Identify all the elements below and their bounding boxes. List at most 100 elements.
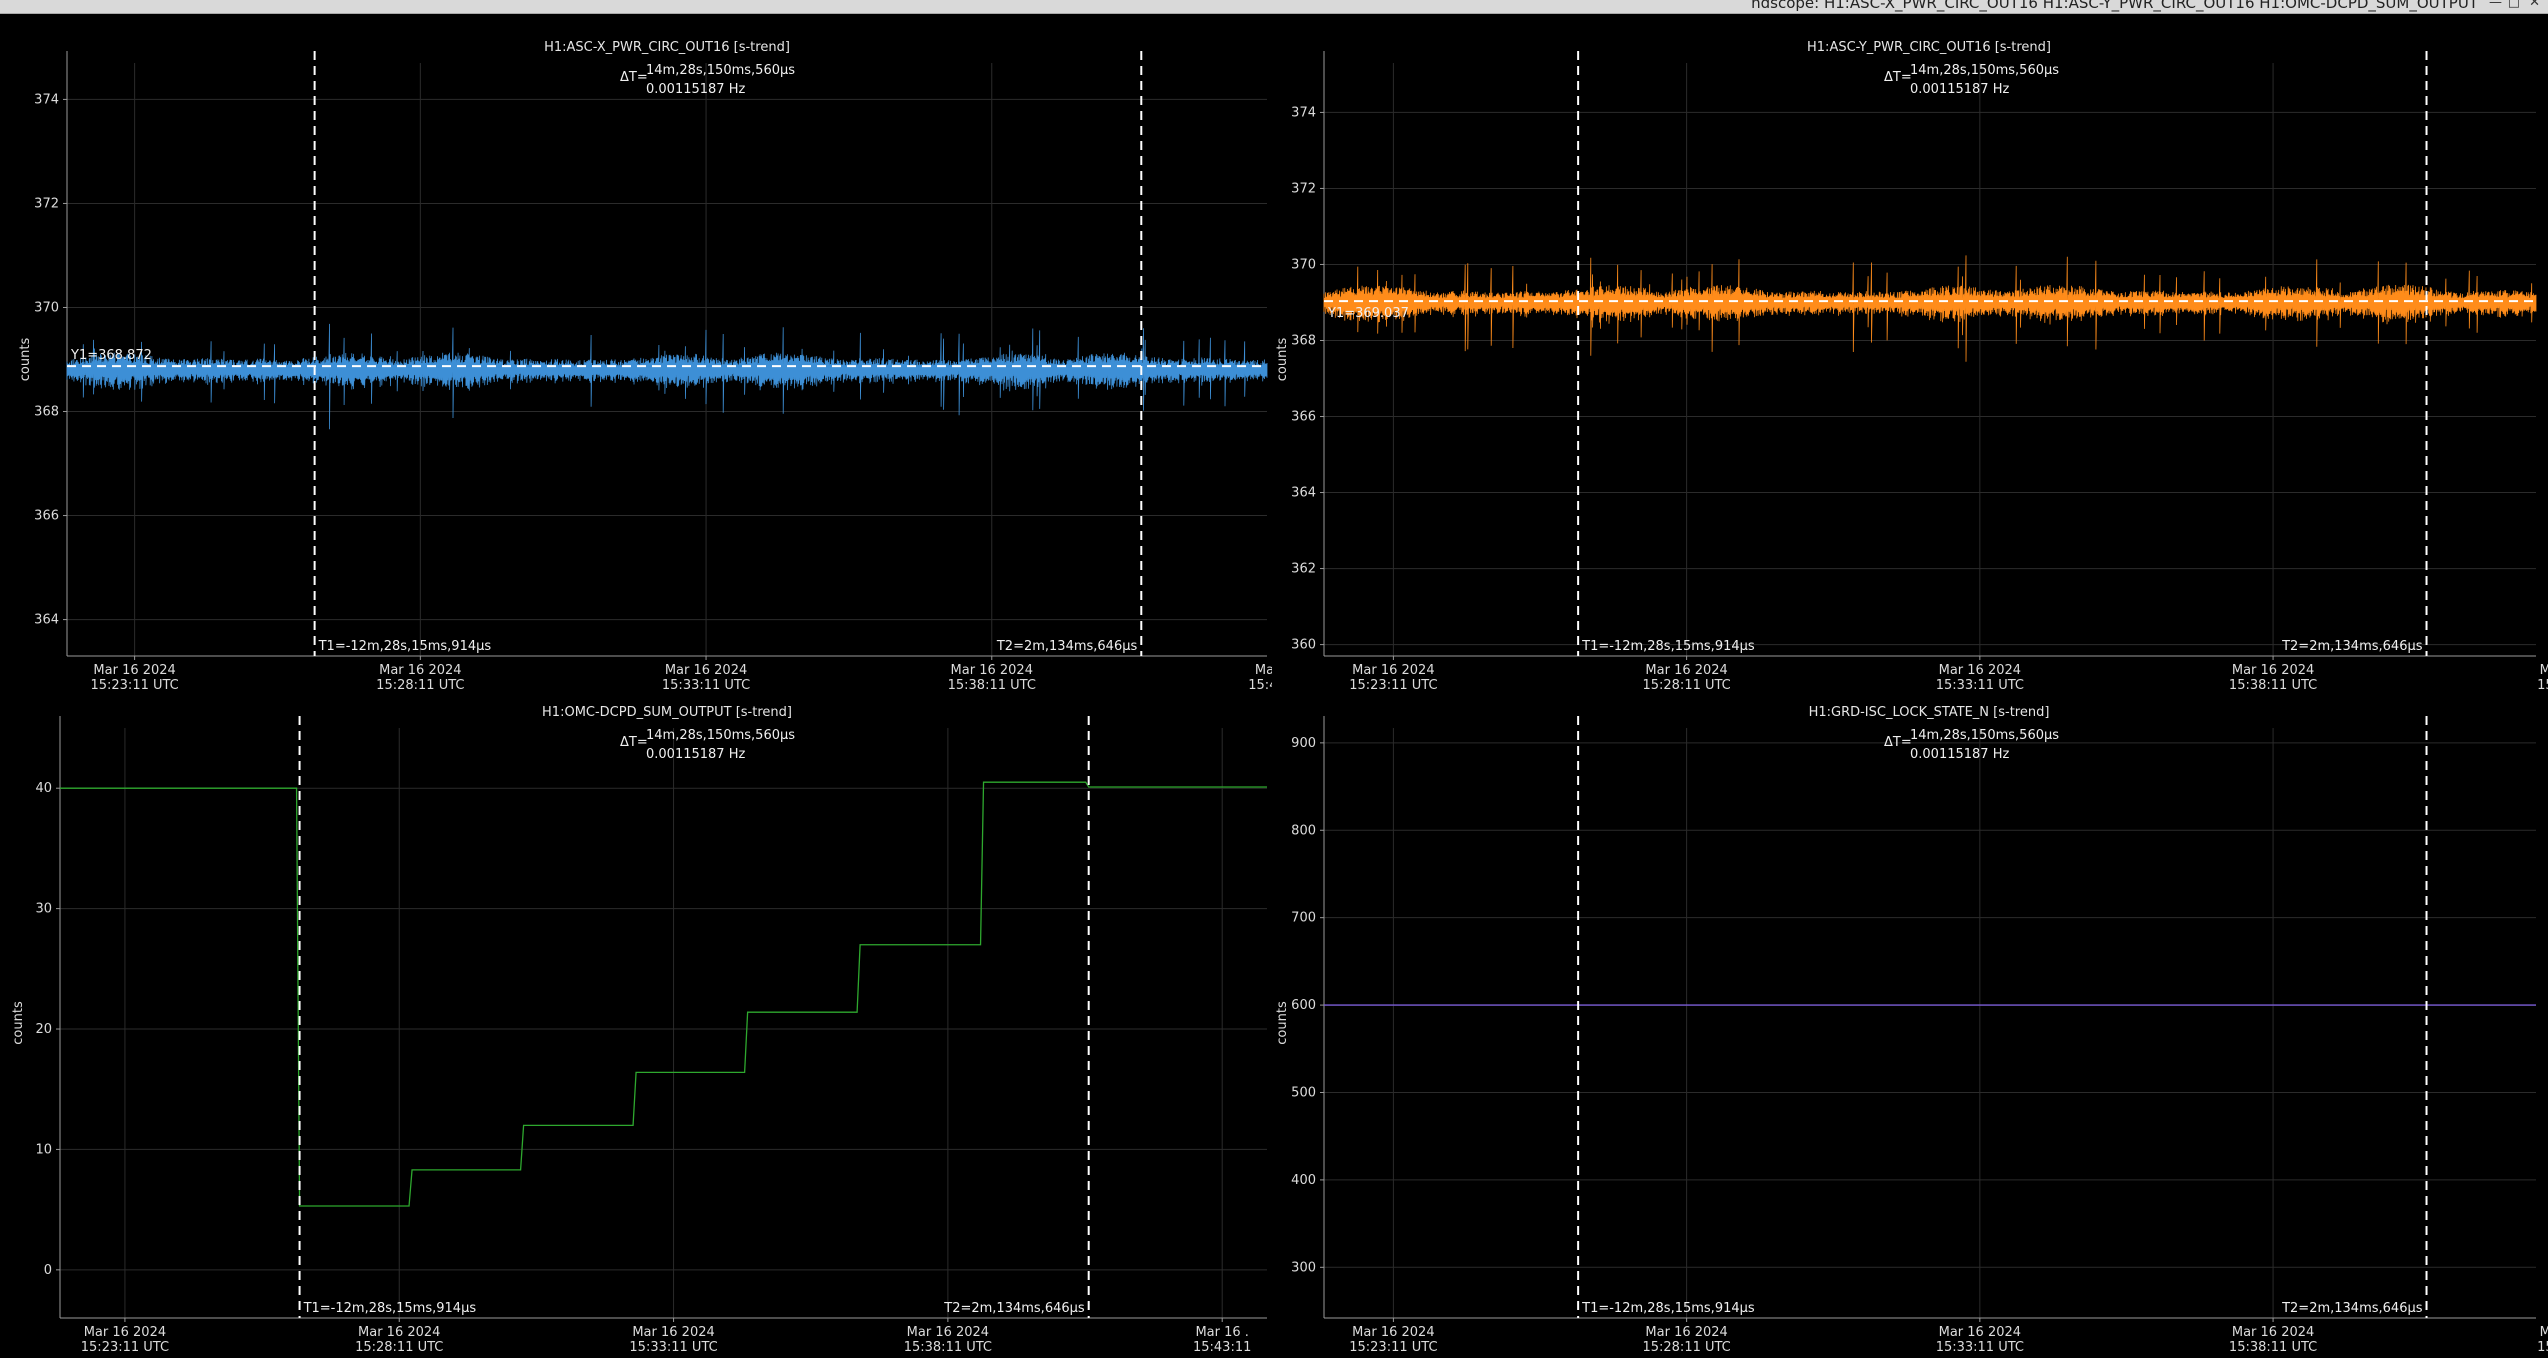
delta-t-value: 14m,28s,150ms,560µs xyxy=(1910,63,2059,78)
y-tick-label: 370 xyxy=(1291,257,1316,272)
x-tick-label-time: 15:43:11 xyxy=(1248,678,1272,693)
x-tick-label-time: 15:38:11 UTC xyxy=(2229,1340,2317,1355)
y-tick-label: 364 xyxy=(34,613,59,628)
plot-title: H1:ASC-X_PWR_CIRC_OUT16 [s-trend] xyxy=(544,40,790,55)
close-icon[interactable]: ✕ xyxy=(2529,0,2540,10)
plot-title: H1:OMC-DCPD_SUM_OUTPUT [s-trend] xyxy=(542,705,792,720)
delta-t-frequency: 0.00115187 Hz xyxy=(646,747,745,762)
series-line-0 xyxy=(1323,255,2537,362)
cursor-t1-label: T1=-12m,28s,15ms,914µs xyxy=(1581,1301,1755,1316)
x-tick-label-time: 15:33:11 UTC xyxy=(1936,1340,2024,1355)
y-tick-label: 372 xyxy=(1291,181,1316,196)
x-tick-label-date: Mar 16 2024 xyxy=(1939,663,2021,678)
delta-t-symbol: ΔT= xyxy=(620,735,648,750)
minimize-icon[interactable]: — xyxy=(2489,0,2502,10)
maximize-icon[interactable]: □ xyxy=(2507,0,2520,10)
y-tick-label: 900 xyxy=(1291,736,1316,751)
plot-asc-x-pwr-circ[interactable]: H1:ASC-X_PWR_CIRC_OUT16 [s-trend] counts 3… xyxy=(0,14,1272,694)
x-tick-label-time: 15:33:11 UTC xyxy=(662,678,750,693)
plot-title: H1:ASC-Y_PWR_CIRC_OUT16 [s-trend] xyxy=(1807,40,2051,55)
x-tick-label-date: Mar 16 xyxy=(1255,663,1272,678)
y-tick-label: 366 xyxy=(1291,410,1316,425)
x-tick-label-date: Mar 16 2024 xyxy=(1352,663,1434,678)
cursor-t1-label: T1=-12m,28s,15ms,914µs xyxy=(303,1301,477,1316)
y-axis-label: counts xyxy=(18,338,33,382)
y-tick-label: 300 xyxy=(1291,1260,1316,1275)
y-tick-label: 370 xyxy=(34,300,59,315)
window-title: ndscope: H1:ASC-X_PWR_CIRC_OUT16 H1:ASC-… xyxy=(1751,0,2478,12)
delta-t-frequency: 0.00115187 Hz xyxy=(1910,747,2009,762)
plot-title: H1:GRD-ISC_LOCK_STATE_N [s-trend] xyxy=(1809,705,2050,720)
grid xyxy=(1324,63,2536,656)
delta-t-frequency: 0.00115187 Hz xyxy=(646,82,745,97)
y-axis-label: counts xyxy=(1275,1001,1290,1045)
y-tick-label: 600 xyxy=(1291,998,1316,1013)
x-tick-label-date: Mar 16 2024 xyxy=(2232,1325,2314,1340)
x-tick-label-time: 15:23:11 UTC xyxy=(1349,1340,1437,1355)
y-tick-label: 700 xyxy=(1291,911,1316,926)
x-tick-label-date: Mar 16 2024 xyxy=(907,1325,989,1340)
grid xyxy=(60,728,1267,1318)
y-tick-label: 30 xyxy=(35,902,52,917)
y-tick-label: 374 xyxy=(34,92,59,107)
x-tick-label-date: Mar 16 2024 xyxy=(1645,1325,1727,1340)
series-line-0 xyxy=(60,781,1267,1207)
x-tick-label-time: 15:28:11 UTC xyxy=(1642,1340,1730,1355)
y-tick-label: 0 xyxy=(44,1263,52,1278)
delta-t-symbol: ΔT= xyxy=(1884,735,1912,750)
y-tick-label: 368 xyxy=(34,405,59,420)
grid xyxy=(1324,728,2536,1318)
y-tick-label: 500 xyxy=(1291,1085,1316,1100)
x-tick-label-date: Mar 16 . xyxy=(2540,1325,2548,1340)
cursor-t1-label: T1=-12m,28s,15ms,914µs xyxy=(318,639,492,654)
cursor-t2-label: T2=2m,134ms,646µs xyxy=(2281,1301,2423,1316)
x-tick-label-time: 15:28:11 UTC xyxy=(376,678,464,693)
x-tick-label-time: 15:43:11 xyxy=(1193,1340,1251,1355)
y-tick-label: 20 xyxy=(35,1022,52,1037)
x-tick-label-time: 15:38:11 UTC xyxy=(948,678,1036,693)
cursor-t2-label: T2=2m,134ms,646µs xyxy=(996,639,1138,654)
x-tick-label-date: Mar 16 2024 xyxy=(2232,663,2314,678)
y-tick-label: 800 xyxy=(1291,823,1316,838)
y-axis-label: counts xyxy=(11,1001,26,1045)
x-tick-label-date: Mar 16 2024 xyxy=(665,663,747,678)
x-tick-label-time: 15:38:11 UTC xyxy=(904,1340,992,1355)
x-tick-label-date: Mar 16 2024 xyxy=(358,1325,440,1340)
y-tick-label: 368 xyxy=(1291,333,1316,348)
x-tick-label-date: Mar 16 2024 xyxy=(632,1325,714,1340)
x-tick-label-date: Mar 16 2024 xyxy=(93,663,175,678)
y-tick-label: 372 xyxy=(34,196,59,211)
x-tick-label-time: 15:23:11 UTC xyxy=(90,678,178,693)
cursor-t1-label: T1=-12m,28s,15ms,914µs xyxy=(1581,639,1755,654)
x-tick-label-time: 15:33:11 UTC xyxy=(629,1340,717,1355)
delta-t-frequency: 0.00115187 Hz xyxy=(1910,82,2009,97)
x-tick-label-time: 15:43:11 xyxy=(2537,678,2548,693)
x-tick-label-date: Mar 16 2024 xyxy=(1939,1325,2021,1340)
cursor-y-label: Y1=369.037 xyxy=(1327,306,1409,321)
plot-omc-dcpd-sum[interactable]: H1:OMC-DCPD_SUM_OUTPUT [s-trend] counts 0 1… xyxy=(0,694,1272,1358)
y-tick-label: 374 xyxy=(1291,105,1316,120)
plot-asc-y-pwr-circ[interactable]: H1:ASC-Y_PWR_CIRC_OUT16 [s-trend]counts3… xyxy=(1272,14,2548,694)
x-tick-label-time: 15:43:11 xyxy=(2537,1340,2548,1355)
x-tick-label-date: Mar 16 . xyxy=(2540,663,2548,678)
x-tick-label-date: Mar 16 2024 xyxy=(1645,663,1727,678)
window-titlebar: ndscope: H1:ASC-X_PWR_CIRC_OUT16 H1:ASC-… xyxy=(0,0,2548,14)
plot-grd-isc-lock-state[interactable]: H1:GRD-ISC_LOCK_STATE_N [s-trend] counts 3… xyxy=(1272,694,2548,1358)
grid xyxy=(67,63,1267,656)
delta-t-symbol: ΔT= xyxy=(620,70,648,85)
x-tick-label-time: 15:23:11 UTC xyxy=(81,1340,169,1355)
cursor-t2-label: T2=2m,134ms,646µs xyxy=(2281,639,2423,654)
delta-t-value: 14m,28s,150ms,560µs xyxy=(1910,728,2059,743)
x-tick-label-time: 15:28:11 UTC xyxy=(1642,678,1730,693)
cursor-y-label: Y1=368.872 xyxy=(70,348,152,363)
x-tick-label-time: 15:38:11 UTC xyxy=(2229,678,2317,693)
x-tick-label-time: 15:33:11 UTC xyxy=(1936,678,2024,693)
x-tick-label-date: Mar 16 2024 xyxy=(1352,1325,1434,1340)
delta-t-symbol: ΔT= xyxy=(1884,70,1912,85)
y-axis-label: counts xyxy=(1275,338,1290,382)
y-tick-label: 40 xyxy=(35,781,52,796)
x-tick-label-date: Mar 16 2024 xyxy=(379,663,461,678)
cursor-t2-label: T2=2m,134ms,646µs xyxy=(943,1301,1085,1316)
y-tick-label: 366 xyxy=(34,509,59,524)
y-tick-label: 400 xyxy=(1291,1173,1316,1188)
